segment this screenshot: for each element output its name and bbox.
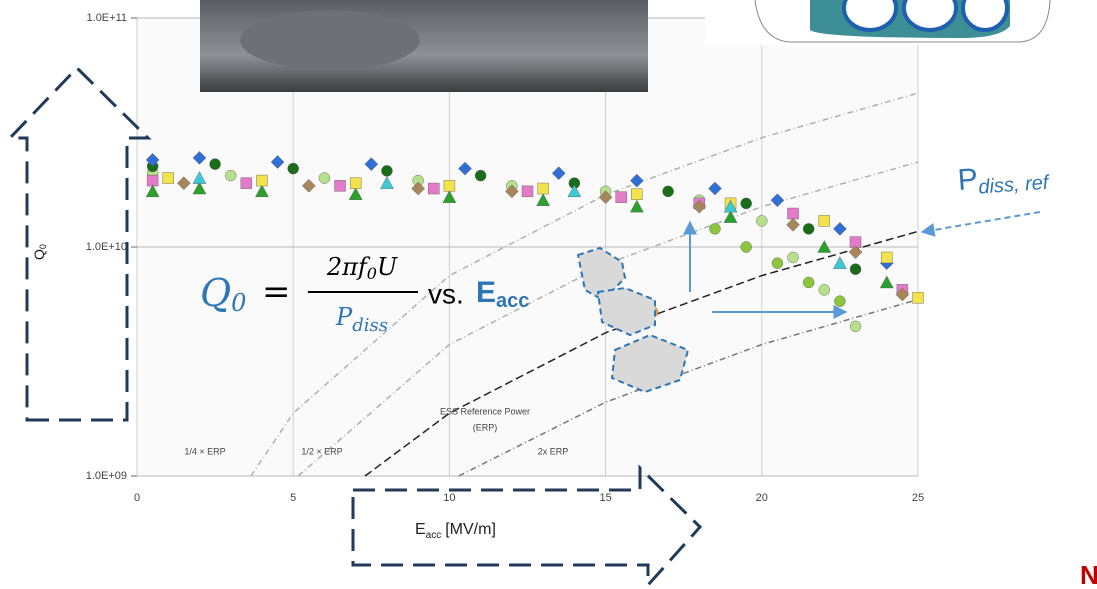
- subscript: diss: [352, 315, 388, 336]
- symbol: Q: [200, 271, 231, 315]
- y-tick-label: 1.0E+09: [86, 470, 127, 482]
- data-point: [288, 163, 299, 174]
- data-point: [444, 180, 455, 191]
- x-tick-label: 25: [912, 492, 924, 504]
- data-point: [616, 192, 627, 203]
- data-point: [335, 180, 346, 191]
- data-point: [210, 159, 221, 170]
- data-point: [788, 252, 799, 263]
- reference-label: ESS Reference Power: [440, 406, 530, 416]
- x-tick-label: 15: [599, 492, 611, 504]
- data-point: [741, 242, 752, 253]
- reference-sublabel: (ERP): [473, 422, 498, 432]
- annotation: Pdiss, ref: [957, 158, 1052, 201]
- drawing-cell: [904, 0, 956, 30]
- data-point: [631, 189, 642, 200]
- x-tick-label: 5: [290, 492, 296, 504]
- data-point: [803, 223, 814, 234]
- reference-label: 1/4 × ERP: [184, 446, 225, 456]
- data-point: [381, 165, 392, 176]
- annotation-arrow: [922, 212, 1040, 232]
- data-point: [225, 170, 236, 181]
- data-point: [241, 178, 252, 189]
- data-point: [663, 186, 674, 197]
- formula-numerator: 2πf0U: [326, 253, 398, 283]
- formula-equals: =: [262, 272, 291, 312]
- symbol: E: [415, 521, 426, 538]
- formula-vs: vs.: [428, 278, 464, 309]
- subscript: acc: [496, 290, 529, 312]
- x-axis-label: Eacc[MV/m]: [415, 521, 496, 540]
- data-point: [772, 258, 783, 269]
- denominator-text: P: [335, 303, 353, 331]
- drawing-cell: [963, 0, 1007, 30]
- data-point: [850, 264, 861, 275]
- subscript: 0: [367, 264, 377, 283]
- data-point: [819, 284, 830, 295]
- data-point: [819, 215, 830, 226]
- symbol: E: [476, 276, 496, 309]
- data-point: [522, 186, 533, 197]
- data-point: [913, 292, 924, 303]
- data-point: [319, 173, 330, 184]
- corner-text: N: [1080, 560, 1097, 589]
- symbol: P: [957, 163, 979, 197]
- data-point: [803, 277, 814, 288]
- y-tick-label: 1.0E+10: [86, 241, 127, 253]
- data-point: [163, 173, 174, 184]
- data-point: [881, 252, 892, 263]
- unit: [MV/m]: [445, 521, 496, 538]
- data-point: [850, 321, 861, 332]
- x-tick-label: 0: [134, 492, 140, 504]
- x-tick-label: 10: [443, 492, 455, 504]
- data-point: [538, 183, 549, 194]
- data-point: [788, 208, 799, 219]
- y-tick-label: 1.0E+11: [87, 12, 127, 24]
- data-point: [256, 175, 267, 186]
- subscript: 0: [231, 289, 246, 317]
- x-tick-label: 20: [756, 492, 768, 504]
- subscript: acc: [426, 530, 442, 541]
- data-point: [475, 170, 486, 181]
- subscript: 0: [38, 244, 48, 249]
- reference-label: 2x ERP: [538, 446, 569, 456]
- drawing-cell: [844, 0, 896, 30]
- numerator-text: U: [377, 253, 398, 281]
- up-arrow-outline: [10, 68, 148, 420]
- data-point: [350, 178, 361, 189]
- data-point: [834, 296, 845, 307]
- data-point: [756, 215, 767, 226]
- y-axis-label: Q0: [31, 244, 49, 260]
- data-point: [428, 183, 439, 194]
- photo-detail: [240, 10, 420, 70]
- symbol: Q: [31, 249, 47, 260]
- data-point: [741, 198, 752, 209]
- slide: 0 5 10 15 20 25 1.0E+09 1.0E+10 1.0E+11 1/4 × ERP…: [0, 0, 1097, 589]
- numerator-text: 2πf: [326, 253, 371, 281]
- data-point: [709, 223, 720, 234]
- subscript: diss, ref: [978, 172, 1052, 199]
- right-arrow-outline: [353, 468, 700, 585]
- reference-label: 1/2 × ERP: [301, 446, 342, 456]
